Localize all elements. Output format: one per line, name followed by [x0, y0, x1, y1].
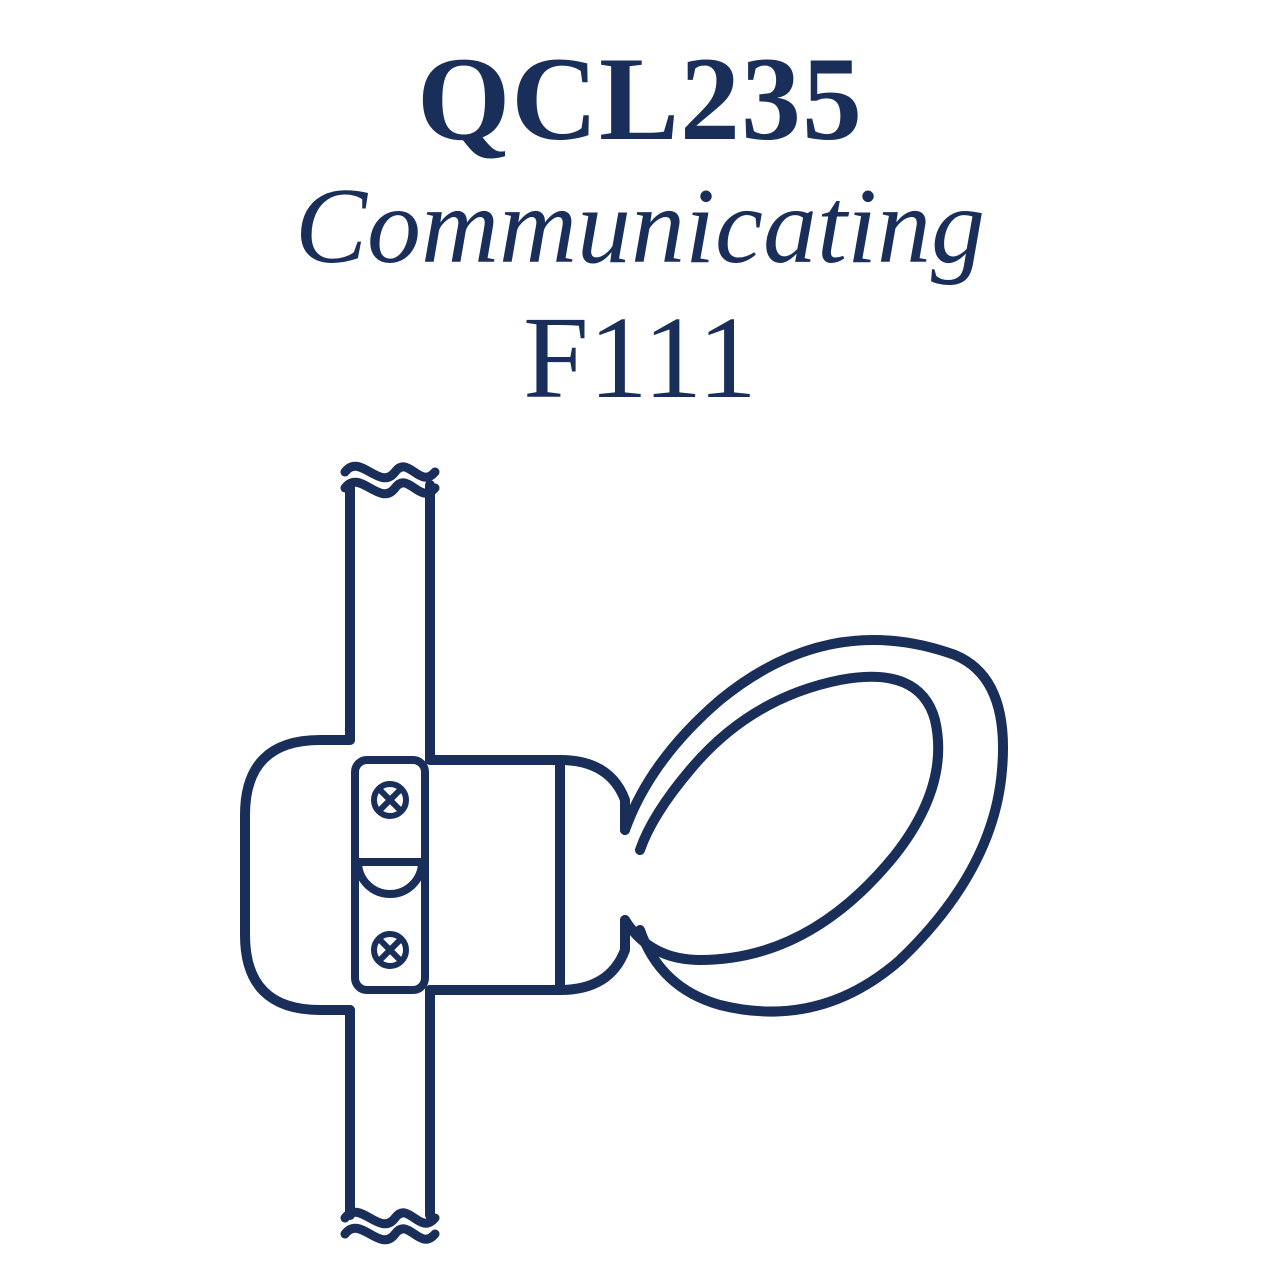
- lock-line-drawing: [0, 0, 1280, 1280]
- faceplate-screw-bottom: [374, 934, 406, 966]
- faceplate-screw-top: [374, 784, 406, 816]
- rose-outline: [560, 760, 625, 990]
- lock-body-right: [430, 760, 560, 990]
- door-top-break-2: [345, 466, 435, 478]
- door-top-break: [345, 482, 435, 494]
- latch-bolt: [358, 862, 422, 894]
- lever-inner: [625, 677, 938, 960]
- door-bottom-break-2: [345, 1228, 435, 1240]
- diagram-canvas: QCL235 Communicating F111: [0, 0, 1280, 1280]
- door-bottom-break: [345, 1212, 435, 1224]
- faceplate: [355, 760, 425, 990]
- lock-body-outline: [245, 740, 350, 1010]
